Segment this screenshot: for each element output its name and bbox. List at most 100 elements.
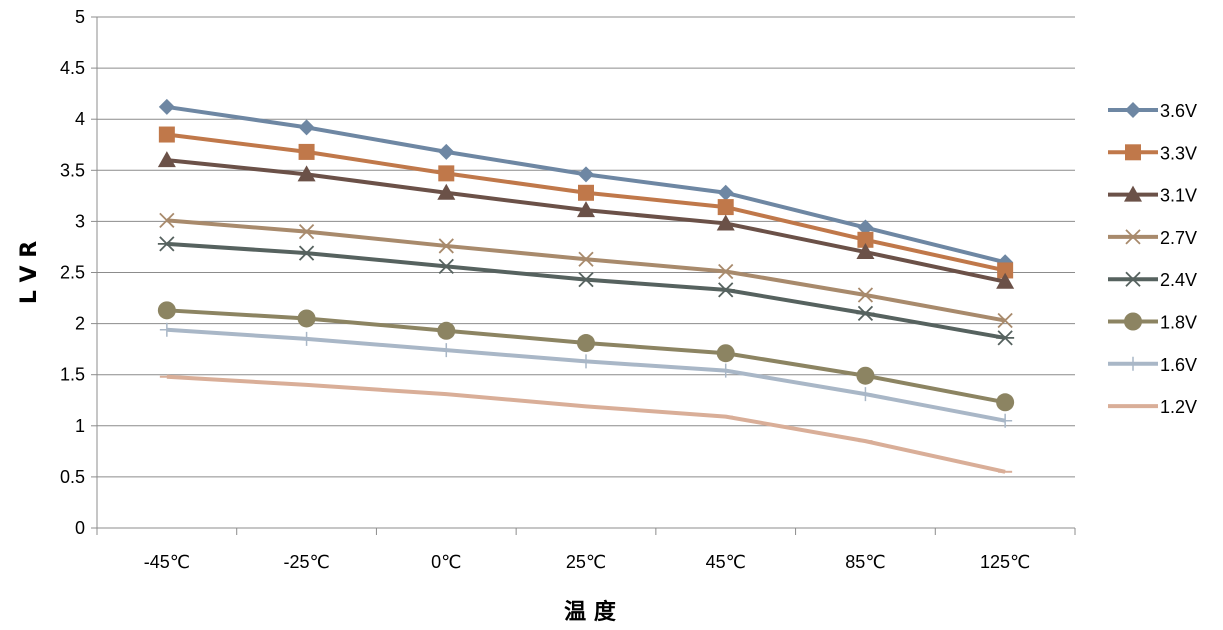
data-point [298,223,315,240]
legend-item: 2.7V [1108,228,1197,248]
data-point [437,321,456,340]
legend-item: 1.8V [1108,312,1197,333]
series-3-1v [157,151,1015,289]
data-point [997,262,1014,279]
x-tick-label: 0℃ [431,552,461,572]
data-point [157,236,176,252]
data-point [716,344,735,363]
y-tick-label: 1 [75,416,85,436]
x-marker [1125,229,1141,245]
y-tick-label: 2 [75,314,85,334]
data-point [857,219,874,236]
series-2-4v [157,236,1015,346]
data-point [718,363,733,378]
data-point [579,354,593,369]
legend-label: 3.3V [1160,143,1197,163]
y-tick-label: 4.5 [60,58,85,78]
axes: 0 0.5 1 1.5 2 2.5 3 3.5 4 4.5 5 -45℃ -25℃ 0℃ 25℃ 45℃ 85℃… [60,7,1076,572]
data-point [577,272,595,288]
data-point [996,393,1015,412]
legend-label: 3.6V [1160,101,1197,121]
legend-item: 3.6V [1108,101,1197,121]
legend: 3.6V 3.3V 3.1V 2.7V 2.4V 1.8V 1.6V 1.2V [1108,101,1197,417]
legend-item: 3.1V [1108,185,1197,206]
data-point [159,212,175,229]
legend-label: 1.8V [1160,313,1197,333]
data-point [297,245,316,261]
x-tick-label: 45℃ [706,552,746,572]
data-point [298,143,315,160]
x-axis-title: 温 度 [564,599,617,625]
data-point [857,287,874,303]
data-point [577,334,595,353]
data-point [578,251,594,267]
data-point [297,309,316,328]
square-marker [1125,144,1141,161]
data-point [438,165,455,182]
series-2-7v [159,212,1013,329]
data-point [297,165,316,182]
data-point [996,330,1015,346]
data-point [437,258,456,275]
series-3-6v [158,98,1014,271]
data-point [437,183,456,200]
data-point [438,143,455,160]
legend-item: 3.3V [1108,143,1197,163]
series-line [166,374,1006,474]
series-1-8v [157,301,1015,412]
legend-label: 2.7V [1160,228,1197,248]
data-point [298,119,315,136]
y-tick-label: 3 [75,211,85,231]
data-point [438,238,454,254]
data-point [996,272,1015,289]
data-point [718,263,734,280]
series-1-6v [159,322,1013,428]
x-tick-label: 125℃ [980,552,1030,572]
x-tick-label: -25℃ [283,552,329,572]
data-point [157,301,176,320]
legend-label: 2.4V [1160,270,1197,290]
data-point [857,231,874,248]
data-point [299,331,314,346]
triangle-marker [1124,185,1142,202]
data-point [577,201,595,218]
series-group [157,98,1015,474]
data-point [858,387,873,402]
data-point [158,126,175,143]
y-tick-label: 3.5 [60,160,85,180]
data-point [717,184,734,201]
y-tick-label: 2.5 [60,263,85,283]
series-line [166,104,1006,265]
y-tick-label: 0.5 [60,467,85,487]
legend-label: 3.1V [1160,186,1197,206]
y-tick-label: 1.5 [60,365,85,385]
series-3-3v [158,126,1014,279]
y-tick-label: 0 [75,518,85,538]
legend-label: 1.6V [1160,355,1197,375]
legend-item: 1.6V [1108,355,1197,375]
data-point [158,98,175,115]
data-point [856,243,875,260]
data-point [997,312,1013,329]
series-line [166,218,1006,323]
legend-label: 1.2V [1160,397,1197,417]
data-point [856,366,875,385]
data-point [998,413,1013,428]
legend-item: 1.2V [1108,397,1197,417]
diamond-marker [1125,102,1141,118]
data-point [856,305,875,322]
legend-item: 2.4V [1108,270,1197,290]
series-1-2v [159,374,1013,474]
data-point [717,199,734,216]
data-point [578,166,594,183]
data-point [578,184,594,201]
x-tick-label: 25℃ [566,552,606,572]
data-point [439,343,454,358]
star-marker [1124,271,1142,287]
data-point [716,214,735,231]
circle-marker [1124,312,1142,331]
plus-marker [1126,356,1140,371]
x-tick-label: 85℃ [845,552,885,572]
